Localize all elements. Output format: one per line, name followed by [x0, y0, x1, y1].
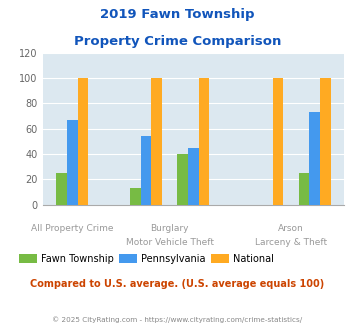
Bar [273, 78, 283, 205]
Text: Compared to U.S. average. (U.S. average equals 100): Compared to U.S. average. (U.S. average … [31, 279, 324, 289]
Legend: Fawn Township, Pennsylvania, National: Fawn Township, Pennsylvania, National [16, 249, 277, 267]
Text: Larceny & Theft: Larceny & Theft [255, 238, 327, 247]
Bar [56, 173, 67, 205]
Text: All Property Crime: All Property Crime [31, 224, 114, 233]
Bar [67, 120, 77, 205]
Text: 2019 Fawn Township: 2019 Fawn Township [100, 8, 255, 21]
Text: Burglary: Burglary [151, 224, 189, 233]
Bar [178, 154, 188, 205]
Bar [310, 112, 320, 205]
Bar [77, 78, 88, 205]
Bar [199, 78, 209, 205]
Text: Motor Vehicle Theft: Motor Vehicle Theft [126, 238, 214, 247]
Text: © 2025 CityRating.com - https://www.cityrating.com/crime-statistics/: © 2025 CityRating.com - https://www.city… [53, 317, 302, 323]
Text: Property Crime Comparison: Property Crime Comparison [74, 35, 281, 48]
Bar [152, 78, 162, 205]
Bar [188, 148, 199, 205]
Bar [299, 173, 310, 205]
Bar [320, 78, 331, 205]
Bar [141, 136, 152, 205]
Bar [130, 188, 141, 205]
Text: Arson: Arson [278, 224, 304, 233]
